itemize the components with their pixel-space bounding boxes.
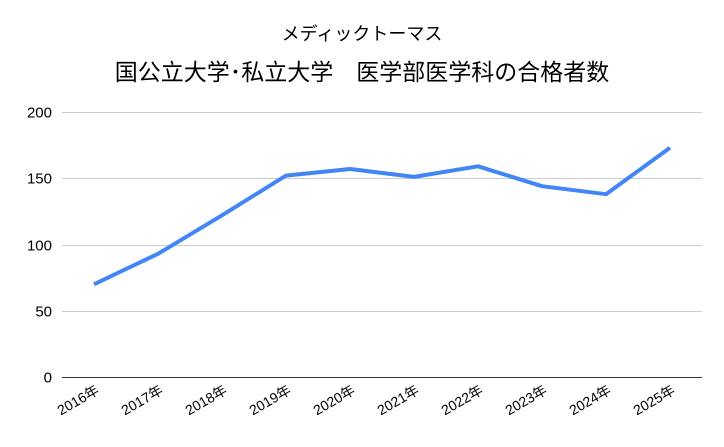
- x-tick-label: 2022年: [438, 382, 485, 418]
- y-tick-label: 0: [44, 370, 52, 387]
- x-tick-label: 2024年: [566, 382, 613, 418]
- x-tick-label: 2021年: [374, 382, 421, 418]
- y-tick-label: 200: [27, 105, 52, 122]
- x-tick-label: 2017年: [118, 382, 165, 418]
- chart-title: メディックトーマス: [281, 24, 443, 44]
- chart-subtitle: 国公立大学･私立大学 医学部医学科の合格者数: [114, 59, 610, 85]
- x-tick-label: 2023年: [502, 382, 549, 418]
- x-tick-label: 2019年: [246, 382, 293, 418]
- x-tick-label: 2020年: [310, 382, 357, 418]
- gridlines: [62, 112, 702, 378]
- y-axis-labels: 0 50 100 150 200: [27, 105, 52, 387]
- y-tick-label: 150: [27, 171, 52, 188]
- x-tick-label: 2016年: [54, 382, 101, 418]
- x-tick-label: 2018年: [182, 382, 229, 418]
- x-axis-labels: 2016年 2017年 2018年 2019年 2020年 2021年 2022年 2023年…: [54, 382, 677, 418]
- y-tick-label: 50: [35, 304, 52, 321]
- x-tick-label: 2025年: [630, 382, 677, 418]
- series-line: [93, 146, 672, 287]
- y-tick-label: 100: [27, 238, 52, 255]
